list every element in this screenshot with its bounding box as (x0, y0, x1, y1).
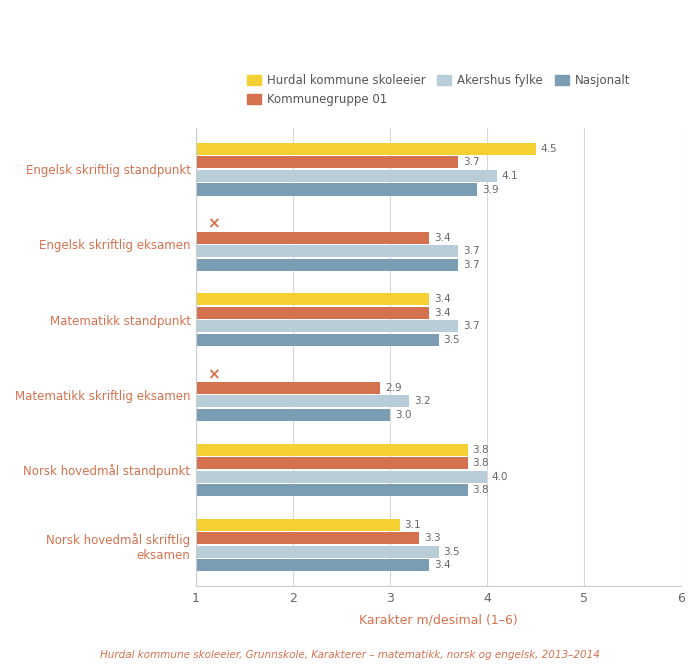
Text: 2.9: 2.9 (385, 383, 402, 393)
Text: 3.8: 3.8 (473, 458, 489, 468)
Text: 3.2: 3.2 (414, 397, 431, 407)
Text: 3.5: 3.5 (443, 335, 460, 345)
Text: 3.0: 3.0 (395, 410, 412, 420)
Text: 3.3: 3.3 (424, 533, 440, 543)
Text: 3.5: 3.5 (443, 547, 460, 557)
Text: 3.4: 3.4 (434, 232, 450, 242)
Bar (196, 307, 429, 319)
Text: 3.4: 3.4 (434, 308, 450, 318)
Text: 3.7: 3.7 (463, 321, 480, 331)
Bar (196, 156, 458, 168)
Bar (196, 232, 429, 244)
Bar (196, 559, 429, 571)
Bar (196, 245, 458, 257)
Text: 3.7: 3.7 (463, 158, 480, 168)
Bar (196, 546, 439, 558)
Legend: Hurdal kommune skoleeier, Kommunegruppe 01, Akershus fylke, Nasjonalt: Hurdal kommune skoleeier, Kommunegruppe … (242, 69, 635, 111)
Bar (196, 444, 468, 456)
Text: 3.9: 3.9 (482, 184, 499, 194)
Text: 4.0: 4.0 (492, 472, 508, 482)
Bar (196, 293, 429, 305)
Bar (196, 259, 458, 271)
Text: 4.1: 4.1 (502, 171, 518, 181)
Bar (196, 395, 410, 407)
Bar (196, 532, 419, 544)
Bar (196, 409, 390, 421)
Text: 3.1: 3.1 (405, 520, 421, 530)
Text: 4.5: 4.5 (540, 144, 557, 154)
Text: ×: × (207, 367, 220, 382)
Text: ×: × (207, 216, 220, 232)
Bar (196, 334, 439, 346)
Bar (196, 471, 487, 483)
Bar (196, 457, 468, 469)
Text: 3.4: 3.4 (434, 560, 450, 570)
Bar (196, 184, 477, 196)
Bar (196, 143, 536, 155)
Text: Hurdal kommune skoleeier, Grunnskole, Karakterer – matematikk, norsk og engelsk,: Hurdal kommune skoleeier, Grunnskole, Ka… (100, 650, 600, 660)
Text: 3.7: 3.7 (463, 246, 480, 256)
Bar (196, 484, 468, 496)
Text: 3.4: 3.4 (434, 294, 450, 304)
Bar (196, 519, 400, 531)
Text: 3.8: 3.8 (473, 485, 489, 495)
X-axis label: Karakter m/desimal (1–6): Karakter m/desimal (1–6) (359, 613, 518, 627)
Text: 3.7: 3.7 (463, 260, 480, 270)
Text: 3.8: 3.8 (473, 445, 489, 455)
Bar (196, 320, 458, 332)
Bar (196, 170, 497, 182)
Bar (196, 382, 380, 394)
